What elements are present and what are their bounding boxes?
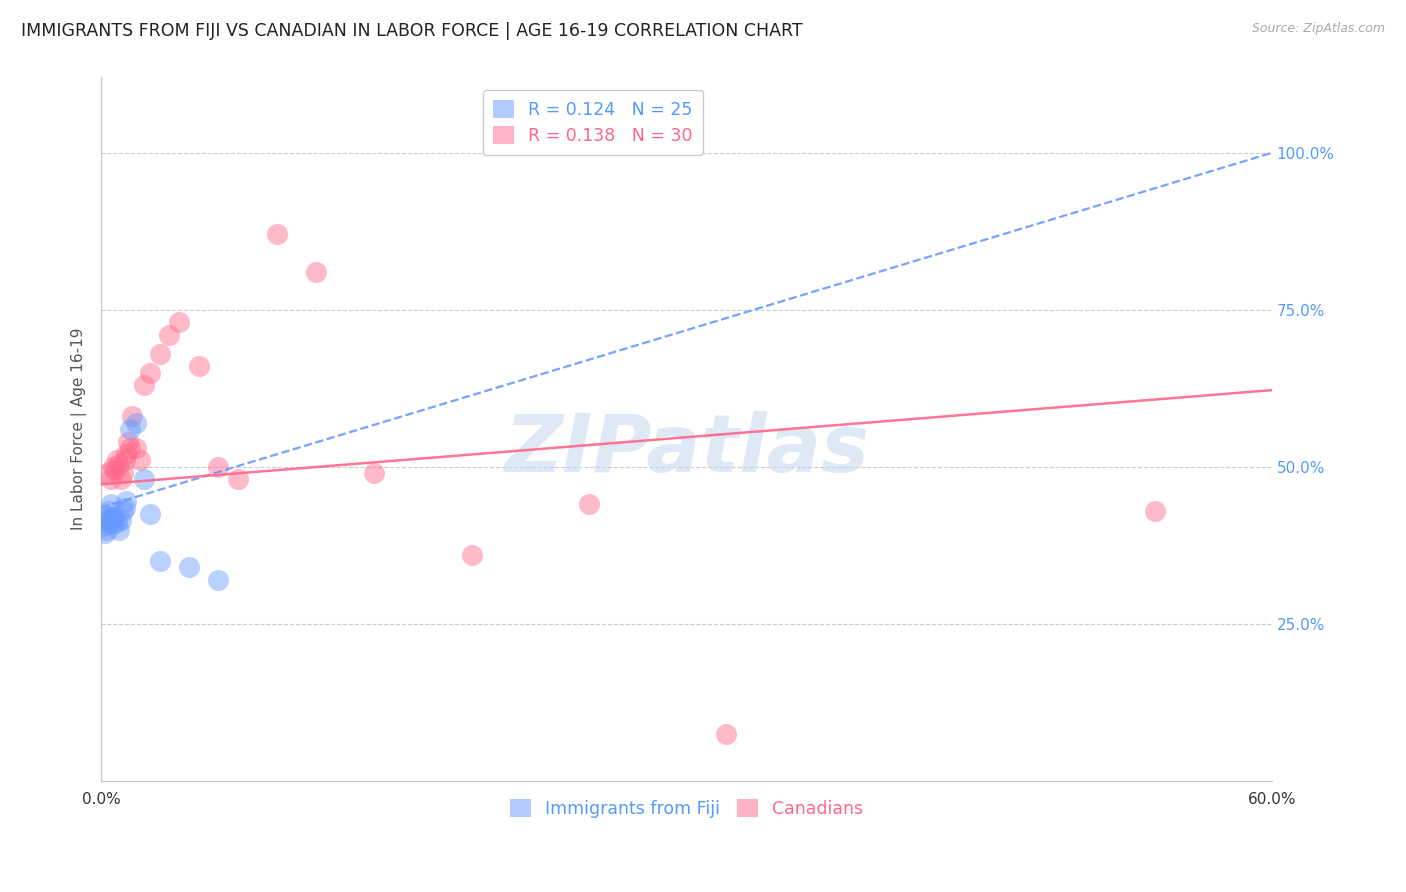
- Point: [120, 422, 142, 436]
- Point: [149, 554, 172, 568]
- Point: [100, 510, 122, 524]
- Point: [105, 515, 128, 529]
- Point: [1143, 503, 1166, 517]
- Point: [101, 459, 124, 474]
- Point: [101, 517, 124, 532]
- Point: [107, 523, 129, 537]
- Point: [96, 523, 118, 537]
- Point: [207, 459, 229, 474]
- Point: [714, 726, 737, 740]
- Point: [111, 466, 134, 480]
- Point: [305, 265, 328, 279]
- Point: [461, 548, 484, 562]
- Legend: Immigrants from Fiji, Canadians: Immigrants from Fiji, Canadians: [503, 792, 870, 825]
- Point: [120, 441, 142, 455]
- Text: ZIPatlas: ZIPatlas: [503, 411, 869, 489]
- Point: [107, 457, 129, 471]
- Point: [125, 441, 148, 455]
- Point: [167, 315, 190, 329]
- Text: IMMIGRANTS FROM FIJI VS CANADIAN IN LABOR FORCE | AGE 16-19 CORRELATION CHART: IMMIGRANTS FROM FIJI VS CANADIAN IN LABO…: [21, 22, 803, 40]
- Point: [105, 453, 128, 467]
- Point: [177, 560, 200, 574]
- Point: [139, 366, 162, 380]
- Point: [110, 472, 132, 486]
- Point: [101, 510, 124, 524]
- Point: [110, 513, 132, 527]
- Point: [114, 453, 136, 467]
- Point: [94, 525, 117, 540]
- Point: [96, 466, 118, 480]
- Point: [96, 510, 118, 524]
- Point: [207, 573, 229, 587]
- Point: [91, 519, 114, 533]
- Point: [115, 494, 138, 508]
- Point: [125, 416, 148, 430]
- Point: [363, 466, 385, 480]
- Point: [97, 503, 120, 517]
- Point: [94, 513, 117, 527]
- Point: [226, 472, 249, 486]
- Point: [129, 453, 152, 467]
- Point: [159, 327, 181, 342]
- Point: [149, 347, 172, 361]
- Point: [100, 497, 122, 511]
- Point: [104, 511, 127, 525]
- Point: [121, 409, 143, 424]
- Point: [104, 463, 127, 477]
- Point: [97, 516, 120, 531]
- Point: [187, 359, 209, 374]
- Point: [266, 227, 288, 242]
- Point: [578, 497, 600, 511]
- Text: Source: ZipAtlas.com: Source: ZipAtlas.com: [1251, 22, 1385, 36]
- Point: [100, 472, 122, 486]
- Point: [114, 500, 136, 515]
- Point: [111, 503, 134, 517]
- Point: [117, 434, 139, 449]
- Y-axis label: In Labor Force | Age 16-19: In Labor Force | Age 16-19: [72, 327, 87, 530]
- Point: [132, 472, 155, 486]
- Point: [139, 507, 162, 521]
- Point: [115, 447, 138, 461]
- Point: [132, 378, 155, 392]
